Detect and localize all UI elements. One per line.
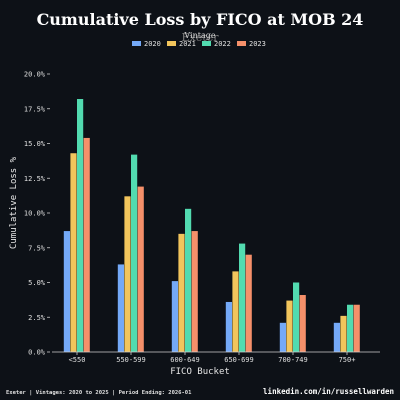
bar-2022-550-599[interactable] <box>131 154 138 352</box>
legend: 2020 2021 2022 2023 <box>132 40 266 48</box>
bar-2022-750+[interactable] <box>347 304 354 352</box>
bar-2022-650-699[interactable] <box>239 243 246 352</box>
legend-label-2020: 2020 <box>144 40 161 48</box>
bar-2020-700-749[interactable] <box>279 322 286 352</box>
legend-swatch-2021 <box>167 41 176 46</box>
x-axis-label: FICO Bucket <box>170 367 230 377</box>
footer-source: Exeter | Vintages: 2020 to 2025 | Period… <box>6 390 192 396</box>
bar-2022-700-749[interactable] <box>293 282 300 353</box>
bars <box>63 99 360 353</box>
x-tick-label: 550-599 <box>116 356 146 364</box>
bar-2021-<550[interactable] <box>70 153 77 352</box>
y-tick-label: 0.0% <box>28 349 46 357</box>
bar-2022-600-649[interactable] <box>185 208 192 352</box>
bar-2021-550-599[interactable] <box>124 196 131 352</box>
y-tick-label: 10.0% <box>24 210 46 218</box>
legend-swatch-2022 <box>202 41 211 46</box>
bar-2020-600-649[interactable] <box>171 281 178 352</box>
bar-2021-750+[interactable] <box>340 315 347 352</box>
x-axis: <550 550-599 600-649 650-699 700-749 750+ <box>69 352 356 364</box>
bar-2023-550-599[interactable] <box>137 186 144 352</box>
legend-title: Vintage <box>183 31 215 40</box>
legend-label-2022: 2022 <box>214 40 231 48</box>
bar-2020-650-699[interactable] <box>225 301 232 352</box>
x-tick-label: 600-649 <box>170 356 200 364</box>
y-tick-label: 7.5% <box>28 244 46 252</box>
bar-2023-<550[interactable] <box>83 137 90 352</box>
y-axis-label: Cumulative Loss % <box>9 156 19 249</box>
bar-2021-700-749[interactable] <box>286 300 293 352</box>
bar-2023-650-699[interactable] <box>245 254 252 352</box>
legend-swatch-2020 <box>132 41 141 46</box>
bar-2021-600-649[interactable] <box>178 233 185 352</box>
bar-2020-750+[interactable] <box>333 322 340 352</box>
bar-2021-650-699[interactable] <box>232 271 239 352</box>
x-tick-label: 750+ <box>339 356 356 364</box>
legend-swatch-2023 <box>237 41 246 46</box>
x-tick-label: 650-699 <box>224 356 254 364</box>
footer-link[interactable]: linkedin.com/in/russellwarden <box>263 387 394 396</box>
y-axis: 0.0% 2.5% 5.0% 7.5% 10.0% 12.5% 15.0% 17.5% 20.0… <box>24 71 50 357</box>
bar-2020-<550[interactable] <box>63 231 70 352</box>
y-tick-label: 12.5% <box>24 175 46 183</box>
y-tick-label: 17.5% <box>24 105 46 113</box>
bar-2023-600-649[interactable] <box>191 231 198 352</box>
legend-label-2023: 2023 <box>249 40 266 48</box>
bar-2022-<550[interactable] <box>77 99 84 353</box>
y-tick-label: 2.5% <box>28 314 46 322</box>
chart-title: Cumulative Loss by FICO at MOB 24 <box>37 10 364 29</box>
legend-label-2021: 2021 <box>179 40 196 48</box>
bar-2020-550-599[interactable] <box>117 264 124 352</box>
bar-2023-750+[interactable] <box>353 304 360 352</box>
y-tick-label: 15.0% <box>24 140 46 148</box>
y-tick-label: 20.0% <box>24 71 46 79</box>
chart-subtitle: Exeter <box>182 31 220 44</box>
y-tick-label: 5.0% <box>28 279 46 287</box>
x-tick-label: 700-749 <box>278 356 308 364</box>
x-tick-label: <550 <box>69 356 86 364</box>
bar-2023-700-749[interactable] <box>299 295 306 352</box>
